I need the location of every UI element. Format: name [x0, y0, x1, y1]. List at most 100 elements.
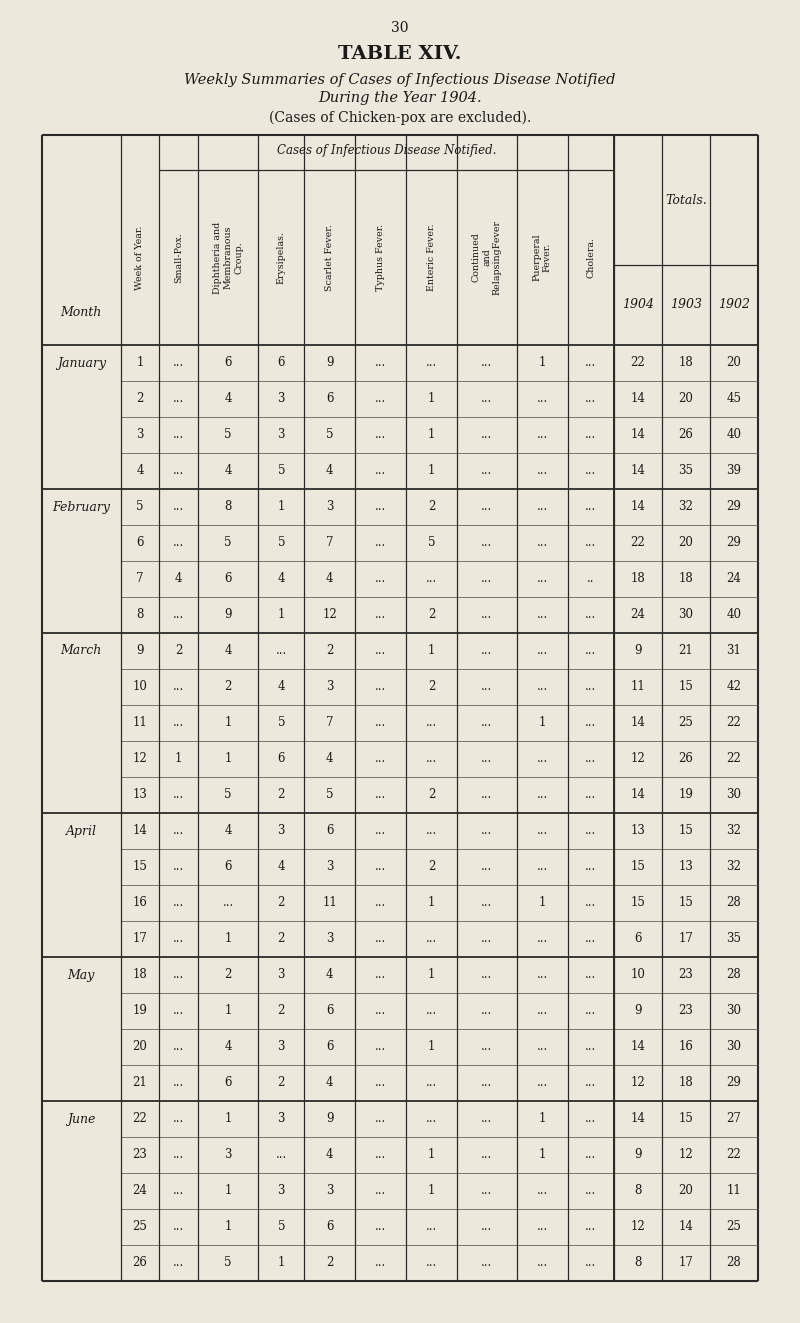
Text: 7: 7 — [326, 717, 334, 729]
Text: 4: 4 — [326, 464, 334, 478]
Text: February: February — [52, 500, 110, 513]
Text: 14: 14 — [630, 1113, 646, 1126]
Text: ...: ... — [375, 609, 386, 622]
Text: ...: ... — [375, 1004, 386, 1017]
Text: ...: ... — [426, 1077, 437, 1090]
Text: 6: 6 — [326, 393, 334, 406]
Text: 14: 14 — [678, 1221, 694, 1233]
Text: 30: 30 — [726, 789, 742, 802]
Text: ...: ... — [482, 1184, 493, 1197]
Text: ...: ... — [375, 537, 386, 549]
Text: ...: ... — [482, 824, 493, 837]
Text: 20: 20 — [678, 1184, 694, 1197]
Text: ...: ... — [375, 824, 386, 837]
Text: ...: ... — [482, 500, 493, 513]
Text: ...: ... — [482, 356, 493, 369]
Text: 8: 8 — [225, 500, 232, 513]
Text: 22: 22 — [726, 753, 742, 766]
Text: 32: 32 — [678, 500, 694, 513]
Text: ...: ... — [173, 1257, 184, 1270]
Text: 4: 4 — [326, 573, 334, 586]
Text: ...: ... — [173, 1221, 184, 1233]
Text: ...: ... — [585, 356, 597, 369]
Text: ...: ... — [173, 1113, 184, 1126]
Text: ...: ... — [375, 1184, 386, 1197]
Text: ...: ... — [482, 1040, 493, 1053]
Text: 3: 3 — [278, 429, 285, 442]
Text: 16: 16 — [133, 897, 147, 909]
Text: ...: ... — [482, 789, 493, 802]
Text: ...: ... — [173, 860, 184, 873]
Text: ...: ... — [222, 897, 234, 909]
Text: 1: 1 — [538, 897, 546, 909]
Text: 25: 25 — [133, 1221, 147, 1233]
Text: 9: 9 — [634, 1148, 642, 1162]
Text: 26: 26 — [678, 753, 694, 766]
Text: 3: 3 — [326, 860, 334, 873]
Text: 4: 4 — [326, 968, 334, 982]
Text: ...: ... — [482, 1257, 493, 1270]
Text: 1: 1 — [428, 897, 435, 909]
Text: 4: 4 — [225, 644, 232, 658]
Text: 1: 1 — [225, 717, 232, 729]
Text: 9: 9 — [326, 1113, 334, 1126]
Text: 24: 24 — [726, 573, 742, 586]
Text: 4: 4 — [225, 824, 232, 837]
Text: 8: 8 — [634, 1184, 642, 1197]
Text: 35: 35 — [678, 464, 694, 478]
Text: ...: ... — [173, 393, 184, 406]
Text: 2: 2 — [326, 1257, 334, 1270]
Text: 4: 4 — [326, 1148, 334, 1162]
Text: ...: ... — [482, 1004, 493, 1017]
Text: ...: ... — [375, 680, 386, 693]
Text: 1904: 1904 — [622, 299, 654, 311]
Text: 18: 18 — [678, 1077, 694, 1090]
Text: 14: 14 — [630, 789, 646, 802]
Text: 2: 2 — [428, 609, 435, 622]
Text: ...: ... — [375, 393, 386, 406]
Text: ...: ... — [173, 1148, 184, 1162]
Text: 4: 4 — [175, 573, 182, 586]
Text: 3: 3 — [326, 1184, 334, 1197]
Text: ...: ... — [173, 824, 184, 837]
Text: 30: 30 — [391, 21, 409, 34]
Text: 32: 32 — [726, 824, 742, 837]
Text: 11: 11 — [322, 897, 337, 909]
Text: 2: 2 — [278, 1004, 285, 1017]
Text: ...: ... — [585, 644, 597, 658]
Text: ...: ... — [375, 644, 386, 658]
Text: 12: 12 — [630, 753, 646, 766]
Text: ...: ... — [585, 1184, 597, 1197]
Text: 6: 6 — [326, 1004, 334, 1017]
Text: 3: 3 — [326, 500, 334, 513]
Text: 28: 28 — [726, 897, 742, 909]
Text: ...: ... — [585, 1040, 597, 1053]
Text: 2: 2 — [225, 680, 232, 693]
Text: 5: 5 — [225, 789, 232, 802]
Text: 2: 2 — [428, 680, 435, 693]
Text: ...: ... — [585, 609, 597, 622]
Text: 6: 6 — [136, 537, 144, 549]
Text: 2: 2 — [278, 897, 285, 909]
Text: ...: ... — [585, 1077, 597, 1090]
Text: Small-Pox.: Small-Pox. — [174, 232, 183, 283]
Text: ...: ... — [537, 500, 548, 513]
Text: ...: ... — [482, 1077, 493, 1090]
Text: 17: 17 — [678, 933, 694, 946]
Text: 18: 18 — [678, 356, 694, 369]
Text: 5: 5 — [278, 537, 285, 549]
Text: 4: 4 — [326, 753, 334, 766]
Text: ...: ... — [482, 573, 493, 586]
Text: ...: ... — [375, 356, 386, 369]
Text: 6: 6 — [225, 860, 232, 873]
Text: ...: ... — [426, 1113, 437, 1126]
Text: ...: ... — [173, 500, 184, 513]
Text: 1: 1 — [428, 1040, 435, 1053]
Text: 1902: 1902 — [718, 299, 750, 311]
Text: ...: ... — [482, 968, 493, 982]
Text: 4: 4 — [278, 860, 285, 873]
Text: ...: ... — [537, 680, 548, 693]
Text: 18: 18 — [133, 968, 147, 982]
Text: ...: ... — [173, 789, 184, 802]
Text: 15: 15 — [678, 1113, 694, 1126]
